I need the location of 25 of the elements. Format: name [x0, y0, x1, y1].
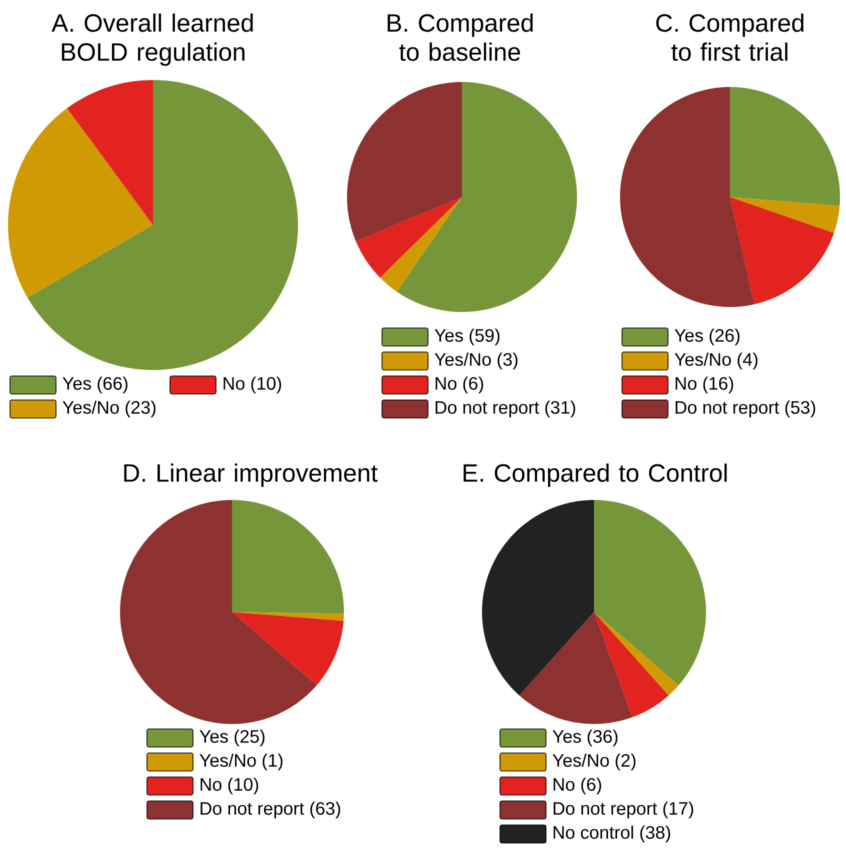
chart-title: E. Compared to Control	[464, 464, 727, 487]
legend-label: Yes/No (3)	[434, 352, 518, 370]
legend-label: Yes/No (2)	[552, 754, 636, 770]
legend-label: Yes (36)	[552, 730, 618, 746]
legend-label: Do not report (63)	[200, 802, 340, 818]
legend-label: Yes/No (4)	[674, 352, 758, 370]
legend-label: Do not report (53)	[676, 400, 816, 418]
legend-label: Yes (66)	[62, 376, 128, 394]
legend-label: Do not report (17)	[554, 802, 694, 818]
legend-label: No (6)	[554, 778, 602, 794]
chart-title: A. Overall learned BOLD regulation	[52, 14, 253, 66]
chart-title: C. Compared to first trial	[656, 14, 804, 61]
legend-label: No (10)	[224, 376, 282, 394]
legend-label: No control (38)	[554, 826, 670, 842]
chart-title: B. Compared to baseline	[388, 14, 533, 61]
legend-label: Yes (26)	[674, 328, 740, 346]
legend-label: No (6)	[436, 376, 484, 394]
chart-title: D. Linear improvement	[124, 464, 378, 487]
legend-label: Do not report (31)	[436, 400, 576, 418]
legend-label: Yes/No (1)	[200, 754, 282, 770]
legend-label: Yes (59)	[434, 328, 500, 346]
legend-label: Yes (25)	[200, 730, 264, 746]
legend-label: No (10)	[200, 778, 258, 794]
legend-label: No (16)	[676, 376, 734, 394]
legend-label: Yes/No (23)	[62, 400, 156, 418]
